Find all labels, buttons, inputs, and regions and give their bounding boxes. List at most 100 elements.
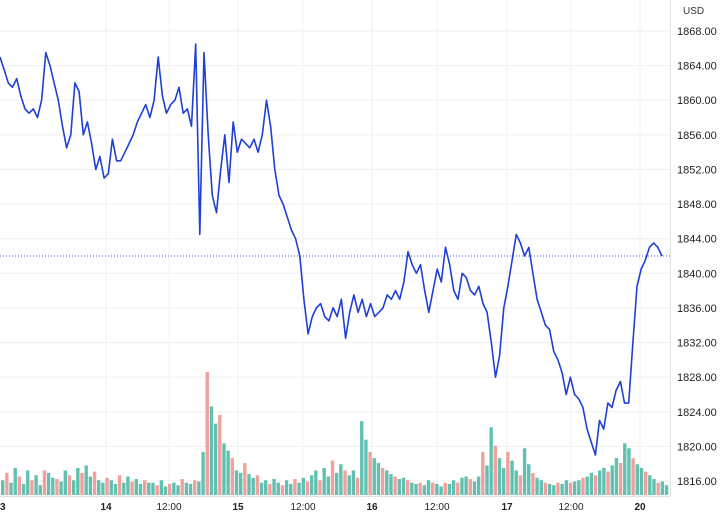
volume-bars	[1, 372, 669, 495]
volume-bar	[648, 475, 652, 495]
volume-bar	[180, 479, 184, 495]
volume-bar	[168, 483, 172, 495]
volume-bar	[552, 485, 556, 495]
volume-bar	[284, 480, 289, 495]
volume-bar	[585, 476, 589, 495]
volume-bar	[259, 482, 264, 495]
volume-bar	[376, 463, 381, 495]
volume-bar	[543, 482, 548, 495]
volume-bar	[602, 467, 606, 495]
volume-bar	[247, 474, 251, 495]
volume-bar	[155, 485, 159, 495]
volume-bar	[71, 480, 76, 495]
y-tick-label: 1864.00	[677, 61, 717, 73]
volume-bar	[343, 470, 347, 495]
volume-bar	[418, 482, 422, 495]
volume-bar	[238, 472, 243, 495]
volume-bar	[493, 445, 498, 495]
y-tick-label: 1856.00	[677, 130, 717, 142]
y-tick-label: 1816.00	[677, 476, 717, 488]
volume-bar	[414, 483, 418, 495]
volume-bar	[656, 482, 660, 495]
y-tick-label: 1836.00	[677, 303, 717, 315]
volume-bar	[539, 480, 543, 495]
volume-bar	[230, 458, 234, 495]
volume-bar	[547, 483, 552, 495]
y-tick-label: 1844.00	[677, 234, 717, 246]
volume-bar	[209, 406, 214, 495]
volume-bar	[101, 482, 105, 495]
volume-bar	[451, 480, 456, 495]
volume-bar	[264, 480, 268, 495]
volume-bar	[518, 475, 523, 495]
volume-bar	[614, 458, 619, 495]
volume-bar	[431, 482, 435, 495]
volume-bar	[226, 450, 230, 495]
volume-bar	[205, 372, 209, 495]
volume-bar	[218, 415, 222, 495]
volume-bar	[51, 477, 55, 495]
volume-bar	[556, 482, 560, 495]
volume-bar	[502, 467, 506, 495]
volume-bar	[410, 482, 414, 495]
volume-bar	[151, 482, 155, 495]
volume-bar	[184, 482, 189, 495]
volume-bar	[272, 479, 276, 495]
y-tick-label: 1828.00	[677, 372, 717, 384]
volume-bar	[97, 480, 101, 495]
volume-bar	[639, 467, 644, 495]
volume-bar	[522, 448, 527, 495]
volume-bar	[527, 464, 531, 495]
volume-bar	[489, 427, 493, 495]
volume-bar	[142, 480, 147, 495]
volume-bar	[330, 460, 335, 495]
volume-bar	[589, 472, 594, 495]
volume-bar	[660, 481, 665, 495]
volume-bar	[234, 470, 239, 495]
volume-bar	[293, 479, 297, 495]
volume-bar	[435, 483, 439, 495]
currency-label: USD	[683, 6, 704, 17]
volume-bar	[163, 486, 168, 495]
volume-bar	[364, 439, 368, 495]
volume-bar	[126, 476, 130, 495]
volume-bar	[372, 458, 376, 495]
volume-bar	[138, 483, 143, 495]
volume-bar	[117, 475, 122, 495]
volume-bar	[88, 476, 93, 495]
volume-bar	[17, 476, 22, 495]
x-tick-label: 12:00	[290, 502, 315, 513]
volume-bar	[92, 471, 97, 495]
volume-bar	[122, 482, 126, 495]
volume-bar	[172, 482, 176, 495]
volume-bar	[481, 451, 485, 495]
volume-bar	[360, 421, 364, 495]
y-tick-label: 1832.00	[677, 338, 717, 350]
volume-bar	[46, 472, 51, 495]
volume-bar	[26, 470, 30, 495]
volume-bar	[560, 483, 564, 495]
x-tick-label: 17	[501, 502, 513, 513]
y-tick-label: 1824.00	[677, 407, 717, 419]
volume-bar	[618, 463, 623, 495]
volume-bar	[443, 482, 447, 495]
volume-bar	[598, 470, 602, 495]
volume-bar	[59, 481, 63, 495]
x-axis: 3 14 12:00 15 12:00 16 12:00 17 12:00 20	[0, 496, 670, 513]
volume-bar	[9, 482, 13, 495]
volume-bar	[305, 481, 310, 495]
volume-bar	[335, 472, 339, 495]
x-tick-label: 14	[100, 502, 112, 513]
volume-bar	[55, 479, 59, 495]
volume-bar	[426, 480, 431, 495]
volume-bar	[339, 464, 343, 495]
volume-bar	[80, 472, 84, 495]
volume-bar	[21, 483, 26, 495]
volume-bar	[280, 485, 285, 495]
volume-bar	[314, 470, 318, 495]
volume-bar	[422, 485, 427, 495]
x-tick-label: 15	[232, 502, 244, 513]
volume-bar	[564, 480, 568, 495]
